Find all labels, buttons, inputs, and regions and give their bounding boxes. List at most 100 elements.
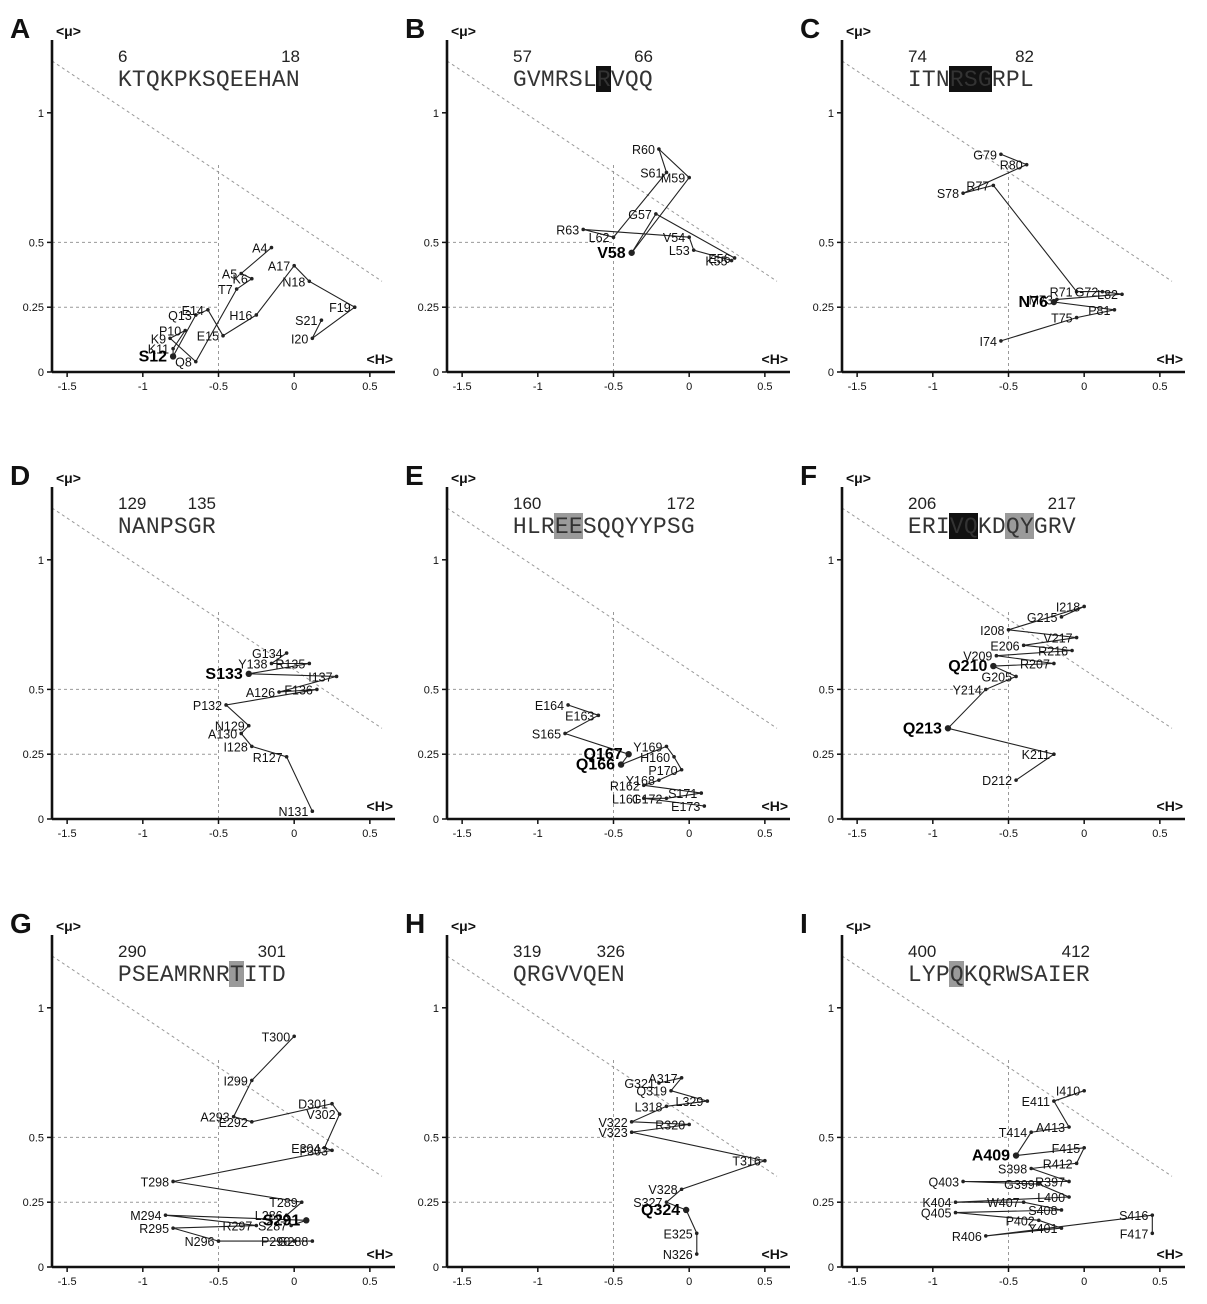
x-tick-label: -1 [928,1276,938,1288]
data-point [665,796,669,800]
sequence-residue: R [216,962,230,988]
data-point [665,1104,669,1108]
sequence-start: 74 [908,47,927,66]
point-label: F417 [1120,1227,1149,1241]
sequence-start: 290 [118,942,146,961]
sequence-residue: N [118,514,132,540]
data-point [984,1234,988,1238]
data-point [255,313,259,317]
point-label: S291 [263,1212,300,1229]
data-point [1051,299,1057,305]
data-point [171,1180,175,1184]
sequence: ITNRSGRPL [908,67,1034,93]
point-label: E411 [1022,1095,1050,1109]
diagonal-guide [447,956,777,1176]
point-label: A17 [268,260,290,274]
x-axis-label: <H> [367,1246,393,1262]
y-tick-label: 1 [828,108,834,120]
point-label: R397 [1035,1175,1065,1189]
data-point [703,804,707,808]
y-tick-label: 0 [828,367,834,379]
point-label: L318 [635,1100,663,1114]
point-label: G205 [981,670,1012,684]
data-point [206,308,210,312]
y-tick-label: 0.5 [819,1132,834,1144]
x-tick-label: -1 [533,381,543,393]
point-label: G72 [1075,286,1099,300]
sequence-residue: K [188,67,202,93]
point-label: K55 [705,255,727,269]
sequence: ERIVQKDQYGRV [908,514,1076,540]
data-point [330,1102,334,1106]
panel-letter: D [10,460,30,491]
data-point [217,1239,221,1243]
data-point [1052,752,1056,756]
y-tick-label: 0.5 [29,1132,44,1144]
point-label: S165 [532,727,561,741]
sequence-residue: E [230,67,244,93]
point-label: E173 [671,800,700,814]
point-label: Q319 [636,1085,667,1099]
point-label: F136 [284,683,313,697]
data-point [563,732,567,736]
sequence-residue: N [936,67,950,93]
point-label: R135 [275,657,305,671]
point-label: I128 [223,740,247,754]
sequence-residue: S [174,514,188,540]
y-tick-label: 0.5 [424,1132,439,1144]
data-point [250,277,254,281]
point-label: R71 [1050,286,1073,300]
x-tick-label: -1 [138,381,148,393]
point-label: P132 [193,699,222,713]
point-label: N131 [278,805,308,819]
data-point [353,305,357,309]
sequence-residue: K [978,514,992,540]
sequence-residue: E [597,962,611,988]
sequence-residue: W [1006,962,1020,988]
x-tick-label: -0.5 [999,828,1018,840]
point-label: N326 [663,1248,693,1262]
data-point [224,703,228,707]
sequence-residue: S [132,962,146,988]
data-point [250,1079,254,1083]
y-tick-label: 1 [433,1003,439,1015]
data-point [625,751,631,757]
x-tick-label: -1 [533,828,543,840]
y-tick-label: 0.5 [819,237,834,249]
point-label: E14 [182,304,204,318]
y-tick-label: 1 [828,555,834,567]
panel-letter: F [800,460,817,491]
y-tick-label: 1 [38,1003,44,1015]
x-tick-label: 0 [686,828,692,840]
sequence-end: 172 [667,494,695,513]
sequence-residue: E [1062,962,1076,988]
data-point [657,778,661,782]
sequence-residue: M [541,67,555,93]
data-point [657,147,661,151]
panel-letter: G [10,908,32,939]
y-axis-label: <μ> [846,918,871,934]
x-axis-label: <H> [762,351,788,367]
sequence-residue: R [541,514,555,540]
point-label: R297 [222,1220,252,1234]
sequence-residue: S [1020,962,1034,988]
x-tick-label: -1.5 [848,1276,867,1288]
data-point [984,688,988,692]
sequence-residue: Y [625,514,639,540]
y-tick-label: 0.25 [23,1197,44,1209]
diagonal-guide [842,508,1172,728]
x-tick-label: -0.5 [209,1276,228,1288]
sequence-residue: K [964,962,978,988]
point-label: E164 [535,699,564,713]
data-point [311,809,315,813]
y-tick-label: 0 [828,1262,834,1274]
y-tick-label: 0.5 [29,684,44,696]
point-label: R207 [1020,657,1050,671]
diagonal-guide [52,61,382,281]
data-point [597,714,601,718]
data-point [315,688,319,692]
y-tick-label: 0.25 [418,1197,439,1209]
sequence-residue: G [541,962,555,988]
data-point [320,318,324,322]
point-label: Q403 [928,1175,959,1189]
